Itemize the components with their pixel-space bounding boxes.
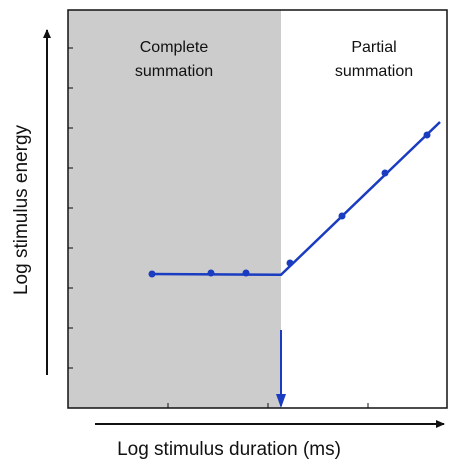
data-point bbox=[423, 131, 431, 139]
shaded-region bbox=[68, 10, 281, 408]
annotation: summation bbox=[335, 63, 413, 80]
annotation: summation bbox=[135, 63, 213, 80]
data-point bbox=[338, 212, 346, 220]
x-axis-label: Log stimulus duration (ms) bbox=[117, 439, 341, 460]
y-axis-label: Log stimulus energy bbox=[11, 124, 32, 295]
data-point bbox=[381, 169, 389, 177]
data-point bbox=[148, 270, 156, 278]
data-point bbox=[207, 269, 215, 277]
annotation: Partial bbox=[351, 39, 396, 56]
plot-frame bbox=[67, 9, 448, 409]
data-point bbox=[286, 259, 294, 267]
data-point bbox=[242, 269, 250, 277]
annotation: Complete bbox=[140, 39, 209, 56]
